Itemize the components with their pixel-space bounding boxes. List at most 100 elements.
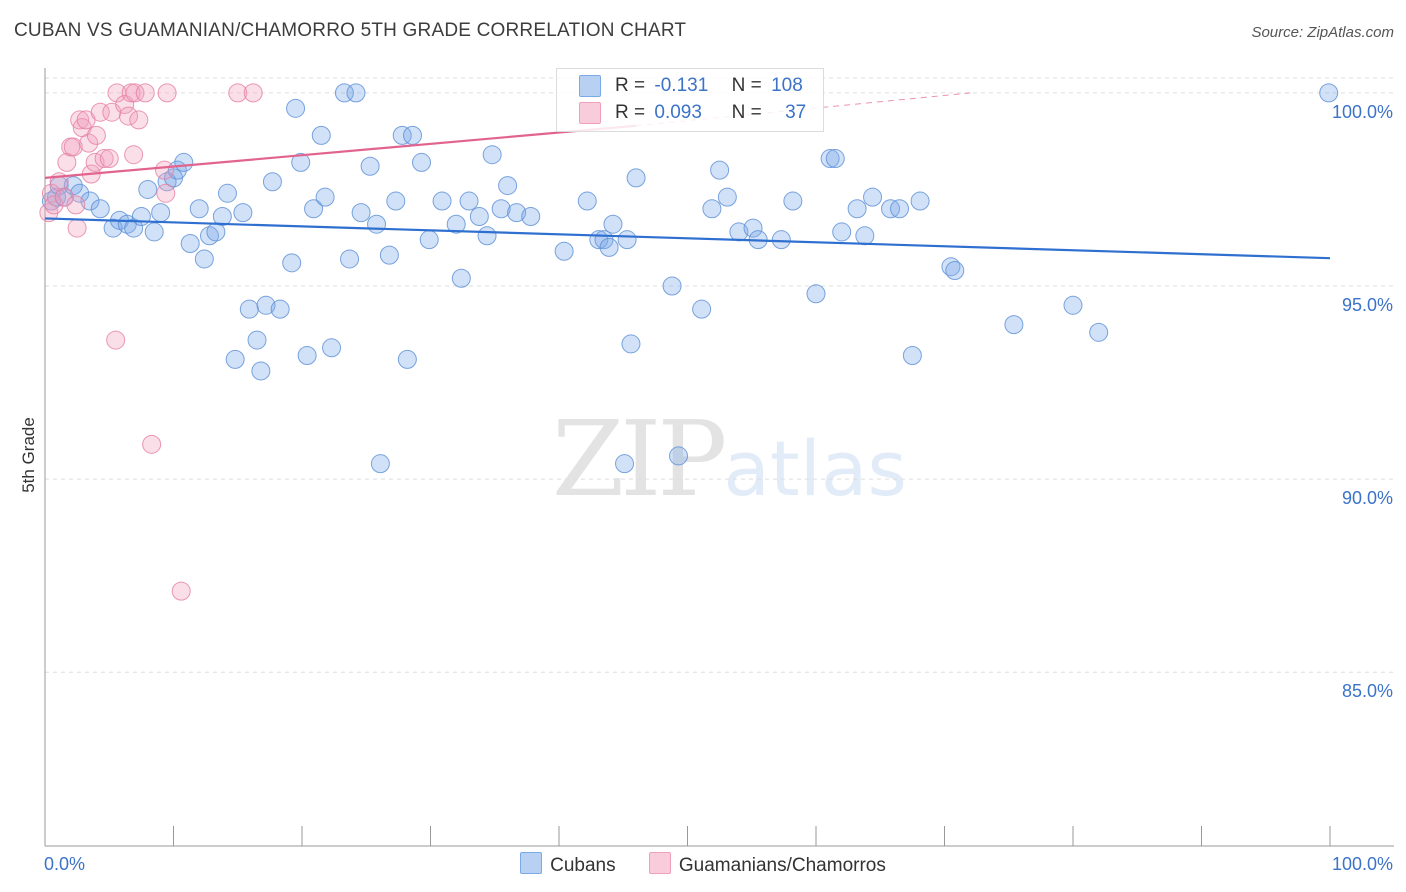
watermark-zip: ZIP [552, 398, 727, 520]
guamanian-point [67, 218, 87, 238]
cuban-point [832, 222, 852, 242]
cuban-point [717, 187, 737, 207]
cuban-point [340, 249, 360, 269]
cuban-point [599, 237, 619, 257]
cuban-point [945, 261, 965, 281]
cuban-point [446, 214, 466, 234]
guamanian-point [90, 102, 110, 122]
guamanian-point [135, 83, 155, 103]
legend-swatch-guamanians [579, 102, 601, 124]
cuban-point [710, 160, 730, 180]
cuban-point [1063, 295, 1083, 315]
cuban-point [225, 349, 245, 369]
guamanian-trend-line [44, 124, 637, 179]
cuban-point [392, 125, 412, 145]
guamanian-point [124, 145, 144, 165]
cuban-point [351, 203, 371, 223]
cuban-point [451, 268, 471, 288]
cuban-point [70, 183, 90, 203]
cuban-point [419, 230, 439, 250]
cuban-point [180, 234, 200, 254]
guamanian-point [79, 133, 99, 153]
cuban-point [239, 299, 259, 319]
y-tick-label: 90.0% [1342, 488, 1393, 508]
guamanian-point [155, 160, 175, 180]
cuban-point [702, 199, 722, 219]
series-swatch-guamanians [648, 852, 671, 874]
guamanian-point [156, 183, 176, 203]
cuban-point [124, 218, 144, 238]
series-label-guamanians: Guamanians/Chamorros [678, 855, 886, 876]
stats-legend: R = -0.131 N = 108 R = 0.093 N = 37 [556, 68, 824, 132]
cuban-point [498, 176, 518, 196]
guamanian-point [94, 149, 114, 169]
cuban-point [771, 230, 791, 250]
cuban-point [890, 199, 910, 219]
legend-row-guamanians: R = 0.093 N = 37 [579, 102, 806, 126]
cuban-point [412, 152, 432, 172]
series-legend-cubans: Cubans [520, 852, 616, 877]
guamanian-point [106, 330, 126, 350]
cuban-point [577, 191, 597, 211]
cuban-point [47, 187, 67, 207]
legend-row-cubans: R = -0.131 N = 108 [579, 75, 803, 99]
cuban-point [189, 199, 209, 219]
cuban-point [554, 241, 574, 261]
y-axis-label: 5th Grade [19, 417, 38, 493]
cuban-point [1319, 83, 1339, 103]
cuban-point [469, 206, 489, 226]
cuban-point [217, 183, 237, 203]
watermark-atlas: atlas [723, 424, 907, 513]
cuban-point [334, 83, 354, 103]
guamanian-point [54, 187, 74, 207]
cuban-point [370, 454, 390, 474]
guamanian-point [228, 83, 248, 103]
legend-r-value: -0.131 [654, 75, 709, 97]
cuban-point [1004, 315, 1024, 335]
cuban-point [103, 218, 123, 238]
cuban-point [477, 226, 497, 246]
cuban-point [80, 191, 100, 211]
cuban-point [144, 222, 164, 242]
cuban-point [322, 338, 342, 358]
cuban-point [459, 191, 479, 211]
series-label-cubans: Cubans [550, 855, 616, 876]
legend-n-label: N = [731, 75, 762, 97]
guamanian-point [41, 183, 61, 203]
cuban-point [304, 199, 324, 219]
cuban-point [311, 125, 331, 145]
cuban-point [603, 214, 623, 234]
cuban-point [315, 187, 335, 207]
legend-swatch-cubans [579, 75, 601, 97]
guamanian-point [99, 149, 119, 169]
y-tick-label: 100.0% [1332, 102, 1393, 122]
cuban-point [212, 206, 232, 226]
guamanian-point [129, 110, 149, 130]
legend-r-value: 0.093 [654, 102, 702, 124]
cuban-point [855, 226, 875, 246]
cuban-point [626, 168, 646, 188]
guamanian-point [63, 137, 83, 157]
cuban-trend-line [44, 217, 1331, 260]
cuban-point [863, 187, 883, 207]
y-tick-label: 95.0% [1342, 295, 1393, 315]
cuban-point [174, 152, 194, 172]
cuban-point [432, 191, 452, 211]
cuban-point [617, 230, 637, 250]
guamanian-point [70, 110, 90, 130]
cuban-point [507, 203, 527, 223]
cuban-point [251, 361, 271, 381]
guamanian-point [157, 83, 177, 103]
guamanian-point [243, 83, 263, 103]
cuban-point [256, 295, 276, 315]
cuban-point [247, 330, 267, 350]
cuban-point [233, 203, 253, 223]
cuban-point [297, 346, 317, 366]
cuban-point [783, 191, 803, 211]
guamanian-point [125, 83, 145, 103]
cuban-point [662, 276, 682, 296]
chart-title: CUBAN VS GUAMANIAN/CHAMORRO 5TH GRADE CO… [14, 20, 687, 41]
cuban-point [743, 218, 763, 238]
cuban-point [615, 454, 635, 474]
